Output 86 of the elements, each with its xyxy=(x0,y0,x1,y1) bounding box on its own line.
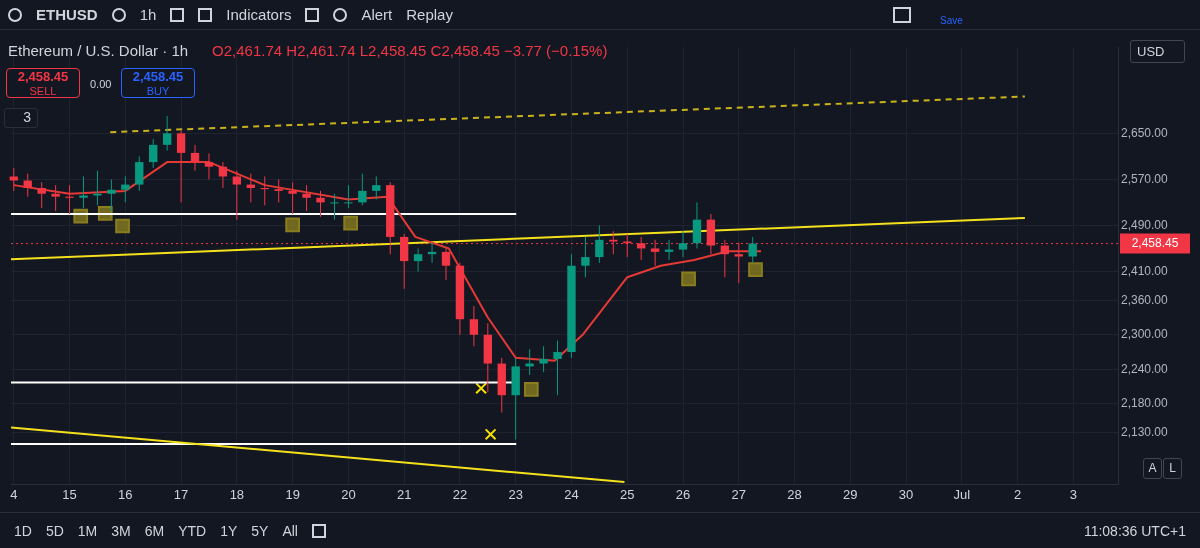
x-tick-label: 2 xyxy=(1014,486,1022,502)
x-tick-label: 26 xyxy=(675,486,691,502)
x-tick-label: 29 xyxy=(843,486,858,502)
x-tick-label: 15 xyxy=(62,486,77,502)
candlestick xyxy=(79,175,88,209)
x-tick-label: 27 xyxy=(731,486,747,502)
candlestick xyxy=(65,184,74,215)
candlestick xyxy=(135,155,144,192)
text: YTD xyxy=(178,522,207,539)
x-tick-label: 30 xyxy=(898,486,914,502)
candlestick xyxy=(678,230,688,258)
annotation: 3 xyxy=(4,108,38,128)
annotation: 2,458.45 BUY xyxy=(122,69,194,98)
candlestick xyxy=(358,173,367,206)
candlestick xyxy=(121,175,130,203)
candlestick xyxy=(149,138,158,169)
text: Indicators xyxy=(226,6,292,23)
x-tick-label: 18 xyxy=(229,486,245,502)
candlestick xyxy=(9,167,18,192)
y-tick-label: 2,240.00 xyxy=(1121,361,1169,376)
y-tick-label: 2,130.00 xyxy=(1121,424,1169,439)
text: 6M xyxy=(144,522,165,539)
candlestick xyxy=(190,144,200,172)
candlestick xyxy=(581,236,590,278)
text: 5D xyxy=(45,522,64,539)
x-tick-label: 21 xyxy=(396,486,412,502)
y-tick-label: 2,410.00 xyxy=(1121,263,1169,278)
chart-subtitle: O2,461.74 H2,461.74 L2,458.45 C2,458.45 −3.77 (−0.15%) xyxy=(212,42,608,59)
candlestick xyxy=(330,193,339,221)
x-tick-label: 20 xyxy=(341,486,356,502)
candlestick xyxy=(344,184,353,209)
y-tick-label: 2,650.00 xyxy=(1121,125,1169,140)
x-tick-label: 17 xyxy=(173,486,189,502)
candlestick xyxy=(204,152,214,180)
candlestick xyxy=(288,181,297,215)
x-tick-label: Jul xyxy=(953,486,971,502)
text: L xyxy=(1163,458,1182,479)
candlestick xyxy=(176,129,186,203)
candlestick xyxy=(162,115,172,152)
x-tick-label: 28 xyxy=(787,486,802,502)
annotation: 2,458.45 SELL xyxy=(7,69,79,98)
x-tick-label: 24 xyxy=(564,486,579,502)
candlestick xyxy=(553,340,562,396)
candlestick xyxy=(692,201,702,249)
ref-line-label: 2,458.45 xyxy=(1131,235,1179,250)
candlestick xyxy=(302,184,311,212)
y-tick-label: 2,300.00 xyxy=(1121,327,1169,342)
candlestick xyxy=(595,224,604,264)
candlestick xyxy=(37,181,46,209)
annotation: 0.00 xyxy=(90,78,112,90)
chart-title: Ethereum / U.S. Dollar · 1h xyxy=(8,42,189,59)
candlestick xyxy=(539,345,548,373)
text: 1M xyxy=(77,522,98,539)
text: Replay xyxy=(406,6,453,23)
candlestick xyxy=(274,178,283,203)
x-tick-label: 22 xyxy=(452,486,468,502)
text: Save xyxy=(940,15,963,26)
candlestick xyxy=(441,247,451,281)
text: 3M xyxy=(111,522,131,539)
y-tick-label: 2,180.00 xyxy=(1121,396,1169,411)
text: 1D xyxy=(14,522,32,539)
y-tick-label: 2,360.00 xyxy=(1121,292,1169,307)
x-tick-label: 4 xyxy=(10,486,18,502)
candlestick xyxy=(232,170,242,221)
candlestick xyxy=(316,190,325,218)
candlestick xyxy=(372,175,381,201)
candlestick xyxy=(413,247,423,272)
text: A xyxy=(1143,458,1162,479)
text: 5Y xyxy=(251,522,269,539)
text: USD xyxy=(1130,40,1186,63)
x-tick-label: 23 xyxy=(508,486,523,502)
text: All xyxy=(282,522,298,539)
text: 1Y xyxy=(220,522,238,539)
text: Alert xyxy=(361,6,393,23)
y-tick-label: 2,570.00 xyxy=(1121,171,1169,186)
text: 1h xyxy=(139,6,157,23)
candlestick xyxy=(51,184,60,212)
x-tick-label: 25 xyxy=(620,486,635,502)
x-tick-label: 3 xyxy=(1069,486,1077,502)
x-tick-label: 19 xyxy=(285,486,300,502)
text: ETHUSD xyxy=(36,6,98,23)
candlestick xyxy=(469,305,479,347)
text: 11:08:36 UTC+1 xyxy=(1083,522,1186,539)
x-tick-label: 16 xyxy=(118,486,133,502)
y-tick-label: 2,490.00 xyxy=(1121,217,1169,232)
candlestick xyxy=(107,178,116,212)
